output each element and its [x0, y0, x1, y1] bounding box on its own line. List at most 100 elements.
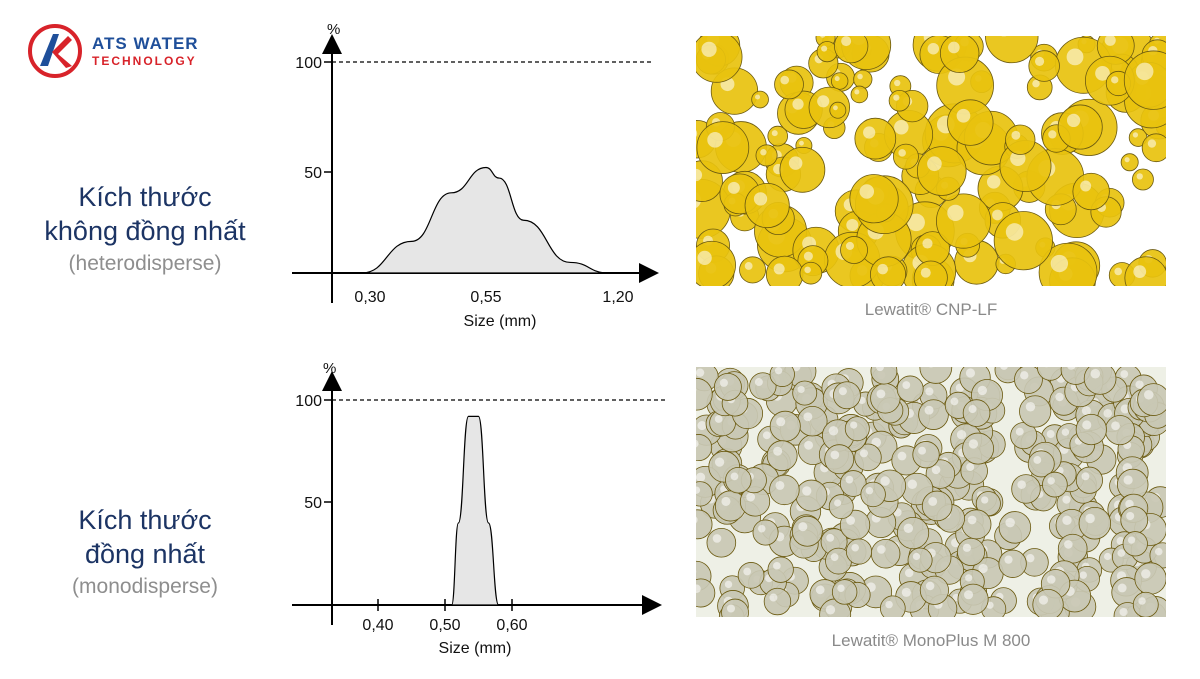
bead-highlight — [924, 405, 934, 415]
resin-bead — [849, 174, 899, 224]
bead-highlight — [877, 545, 886, 554]
bead-highlight — [912, 552, 921, 561]
resin-bead — [1083, 367, 1117, 395]
resin-bead — [1005, 124, 1036, 155]
bead-highlight — [1034, 56, 1045, 67]
bead-highlight — [1135, 62, 1154, 81]
resin-bead — [854, 117, 897, 160]
resin-bead — [957, 583, 989, 615]
resin-bead — [769, 410, 801, 442]
bead-highlight — [825, 605, 836, 615]
bead-highlight — [1061, 428, 1070, 436]
resin-bead — [1038, 242, 1098, 286]
bead-highlight — [1004, 555, 1013, 564]
photo-caption: Lewatit® CNP-LF — [864, 300, 998, 319]
bead-highlight — [802, 486, 812, 496]
bead-highlight — [920, 267, 931, 278]
label-title-line2: không đồng nhất — [44, 216, 246, 246]
resin-bead — [752, 519, 779, 546]
bead-highlight — [1080, 180, 1092, 192]
resin-bead — [961, 509, 992, 540]
bead-highlight — [907, 213, 925, 232]
bead-highlight — [978, 563, 988, 574]
clear-resin-beads-image — [696, 367, 1166, 617]
bead-highlight — [799, 140, 804, 146]
bead-highlight — [859, 449, 868, 458]
resin-bead — [918, 399, 949, 430]
bead-highlight — [834, 76, 840, 82]
logo-text-primary: ATS WATER — [92, 34, 199, 53]
bead-highlight — [746, 492, 756, 502]
resin-bead — [947, 99, 994, 146]
bead-highlight — [871, 437, 882, 448]
logo-text-secondary: TECHNOLOGY — [92, 54, 197, 68]
bead-highlight — [1095, 66, 1110, 81]
bead-highlight — [1062, 515, 1072, 526]
monodisperse-resin-photo — [696, 367, 1166, 617]
bead-highlight — [1111, 76, 1119, 84]
bead-highlight — [1047, 575, 1056, 584]
resin-bead — [696, 434, 713, 462]
bead-highlight — [1020, 371, 1029, 380]
bead-highlight — [845, 475, 854, 484]
resin-bead — [919, 367, 953, 384]
resin-bead — [1137, 383, 1166, 416]
label-subtitle: (monodisperse) — [72, 575, 218, 598]
bead-highlight — [1141, 569, 1151, 579]
bead-highlight — [1055, 392, 1064, 402]
resin-bead — [1120, 153, 1139, 172]
bead-highlight — [986, 601, 994, 609]
bead-highlight — [755, 94, 761, 100]
resin-bead — [879, 595, 906, 617]
bead-highlight — [803, 251, 813, 261]
bead-highlight — [1050, 254, 1069, 273]
bead-highlight — [857, 73, 863, 80]
resin-bead — [870, 367, 898, 385]
bead-highlight — [1136, 173, 1143, 180]
monodisperse-label: Kích thước đồng nhất (monodisperse) — [10, 503, 280, 603]
bead-highlight — [837, 584, 845, 592]
bead-highlight — [1154, 547, 1163, 556]
resin-bead — [869, 256, 907, 286]
y-axis-label: % — [323, 360, 336, 377]
bead-highlight — [876, 367, 884, 372]
bead-highlight — [965, 574, 973, 582]
resin-bead — [935, 193, 992, 249]
x-tick-label-040: 0,40 — [362, 617, 393, 634]
resin-bead — [696, 481, 713, 507]
label-title-line1: Kích thước — [78, 505, 212, 535]
bead-highlight — [1135, 380, 1144, 389]
bead-highlight — [956, 108, 971, 123]
bead-highlight — [1033, 456, 1042, 464]
bead-highlight — [771, 130, 778, 137]
y-tick-label-100: 100 — [295, 55, 322, 72]
bead-highlight — [925, 581, 935, 591]
bead-highlight — [956, 430, 967, 440]
bead-highlight — [986, 175, 1001, 189]
bead-highlight — [714, 415, 723, 423]
bead-highlight — [696, 472, 706, 482]
bead-highlight — [1114, 267, 1123, 276]
bead-highlight — [1017, 480, 1026, 489]
resin-bead — [767, 556, 794, 583]
bead-highlight — [760, 149, 767, 156]
bead-highlight — [992, 209, 1003, 221]
photo-caption: Lewatit® MonoPlus M 800 — [831, 631, 1031, 650]
bead-highlight — [904, 568, 914, 578]
resin-bead — [739, 256, 767, 284]
resin-bead — [907, 547, 933, 573]
bead-highlight — [1133, 265, 1147, 279]
resin-bead — [896, 516, 930, 550]
bead-highlight — [826, 533, 835, 542]
resin-bead — [774, 69, 804, 100]
resin-bead — [779, 146, 826, 193]
resin-bead — [845, 538, 873, 565]
bead-highlight — [1120, 404, 1130, 414]
bead-highlight — [757, 524, 766, 533]
bead-highlight — [697, 421, 707, 431]
resin-bead — [1057, 104, 1103, 150]
resin-bead — [791, 515, 823, 547]
bead-highlight — [1123, 475, 1133, 485]
x-axis-label: Size (mm) — [464, 313, 537, 330]
bead-highlight — [727, 181, 740, 194]
